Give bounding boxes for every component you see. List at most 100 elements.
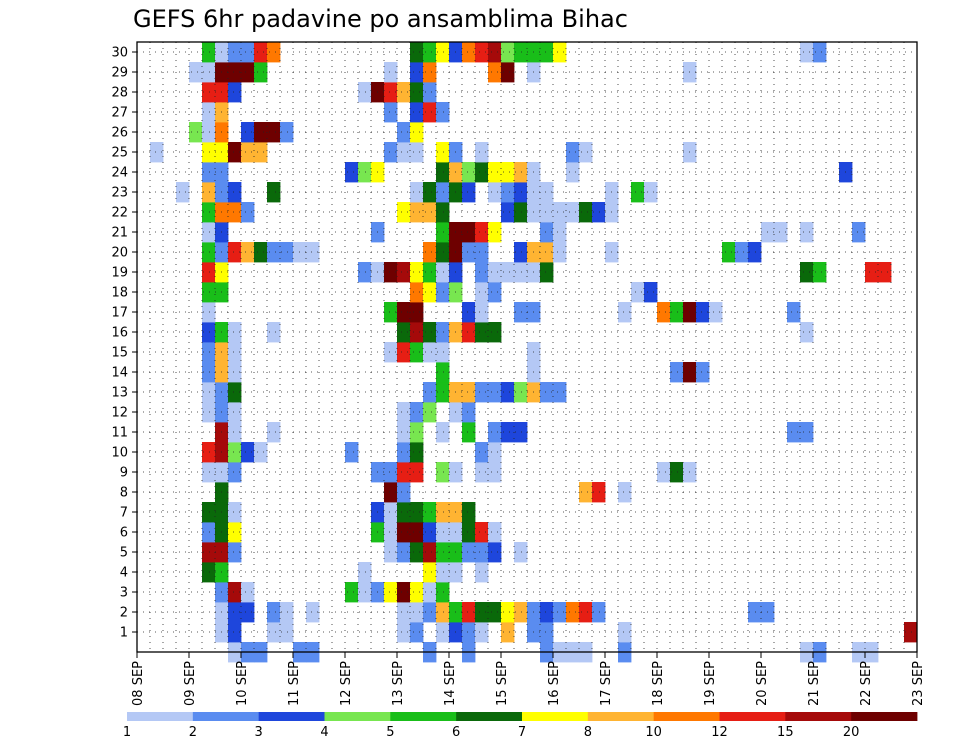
heatmap-cell (462, 302, 476, 323)
heatmap-cell (410, 622, 424, 643)
heatmap-cell (384, 462, 398, 483)
heatmap-cell (202, 82, 216, 103)
heatmap-cell (423, 562, 437, 583)
heatmap-cell (540, 242, 554, 263)
heatmap-cell (241, 42, 255, 63)
heatmap-cell (579, 602, 593, 623)
heatmap-cell (397, 502, 411, 523)
heatmap-cell (410, 182, 424, 203)
heatmap-cell (423, 602, 437, 623)
y-tick-label: 11 (111, 426, 128, 441)
heatmap-cell (254, 442, 268, 463)
heatmap-cell (423, 42, 437, 63)
heatmap-cell (202, 62, 216, 83)
heatmap-cell (670, 302, 684, 323)
heatmap-cell (592, 602, 606, 623)
heatmap-cell (410, 342, 424, 363)
heatmap-cell (475, 622, 489, 643)
heatmap-cell (280, 242, 294, 263)
heatmap-cell (410, 122, 424, 143)
heatmap-cell (501, 42, 515, 63)
heatmap-cell (267, 622, 281, 643)
heatmap-cell (787, 422, 801, 443)
heatmap-cell (553, 602, 567, 623)
heatmap-cell (436, 562, 450, 583)
y-tick-label: 6 (120, 526, 128, 541)
y-tick-label: 28 (111, 86, 128, 101)
colorbar-label: 5 (386, 725, 394, 740)
heatmap-cell (397, 322, 411, 343)
heatmap-cell (501, 382, 515, 403)
x-axis: 08 SEP 09 SEP 10 SEP 11 SEP 12 SEP 13 SEP 14 S… (131, 652, 926, 706)
heatmap-cell (462, 222, 476, 243)
y-tick-label: 29 (111, 66, 128, 81)
heatmap-cell (423, 502, 437, 523)
heatmap-cell (475, 462, 489, 483)
heatmap-cell (410, 422, 424, 443)
heatmap-cell (241, 62, 255, 83)
heatmap-cell (878, 262, 892, 283)
heatmap-cell (618, 482, 632, 503)
heatmap-cell (813, 262, 827, 283)
y-tick-label: 23 (111, 186, 128, 201)
heatmap-cell (202, 122, 216, 143)
heatmap-cell (384, 542, 398, 563)
heatmap-cell (228, 142, 242, 163)
colorbar-label: 2 (189, 725, 197, 740)
heatmap-cell (488, 542, 502, 563)
heatmap-cell (579, 482, 593, 503)
heatmap-cell (228, 502, 242, 523)
heatmap-cell (410, 202, 424, 223)
heatmap-cell (540, 202, 554, 223)
heatmap-cell (514, 422, 528, 443)
colorbar-swatch (456, 712, 523, 721)
heatmap-cell (462, 242, 476, 263)
heatmap-cell (735, 242, 749, 263)
heatmap-cell (670, 462, 684, 483)
heatmap-cell (514, 602, 528, 623)
heatmap-cell (358, 82, 372, 103)
heatmap-cell (384, 302, 398, 323)
heatmap-cell (436, 522, 450, 543)
heatmap-cell (475, 322, 489, 343)
heatmap-cell (397, 122, 411, 143)
heatmap-cell (748, 602, 762, 623)
heatmap-cell (436, 382, 450, 403)
heatmap-cell (644, 282, 658, 303)
heatmap-cell (540, 602, 554, 623)
heatmap-cell (267, 322, 281, 343)
heatmap-cell (202, 202, 216, 223)
heatmap-cell (410, 442, 424, 463)
heatmap-cell (553, 202, 567, 223)
heatmap-cell (501, 202, 515, 223)
heatmap-cell (228, 462, 242, 483)
heatmap-cell (774, 222, 788, 243)
heatmap-cell (696, 302, 710, 323)
heatmap-cell (280, 622, 294, 643)
heatmap-cell (280, 602, 294, 623)
heatmap-cell (306, 242, 320, 263)
heatmap-cell (241, 442, 255, 463)
heatmap-cell (280, 122, 294, 143)
heatmap-cell (553, 222, 567, 243)
heatmap-cell (202, 342, 216, 363)
heatmap-cell (397, 622, 411, 643)
x-tick-label: 16 SEP (547, 661, 562, 706)
heatmap-cell (202, 302, 216, 323)
heatmap-cell (462, 522, 476, 543)
heatmap-cell (384, 582, 398, 603)
heatmap-cell (423, 182, 437, 203)
x-tick-label: 21 SEP (807, 661, 822, 706)
y-tick-label: 25 (111, 146, 128, 161)
x-tick-label: 11 SEP (287, 661, 302, 706)
y-tick-label: 8 (120, 486, 128, 501)
x-tick-label: 13 SEP (391, 661, 406, 706)
heatmap-cell (436, 202, 450, 223)
heatmap-cell (696, 362, 710, 383)
heatmap-cell (618, 302, 632, 323)
heatmap-cell (228, 582, 242, 603)
heatmap-cell (254, 62, 268, 83)
y-tick-label: 2 (120, 606, 128, 621)
heatmap-cell (202, 382, 216, 403)
